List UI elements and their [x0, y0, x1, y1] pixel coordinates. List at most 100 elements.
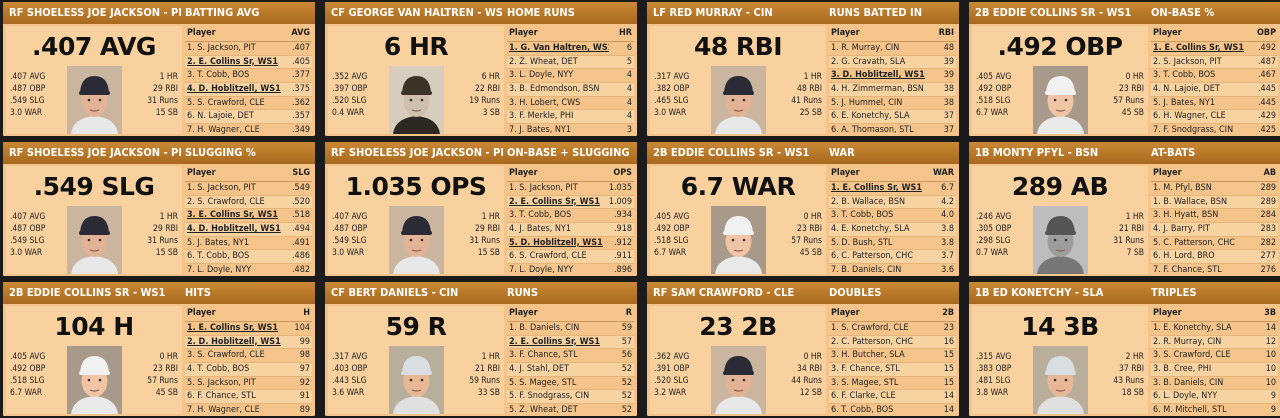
player-label[interactable]: CF BERT DANIELS - CIN	[331, 286, 459, 299]
table-row[interactable]: 6. F. Chance, STL 91	[185, 390, 312, 405]
player-portrait-dark-cap-icon[interactable]	[711, 346, 766, 414]
player-portrait-light-cap-icon[interactable]	[1033, 346, 1088, 414]
table-row[interactable]: 1. E. Konetchy, SLA 14	[1151, 322, 1278, 336]
table-row[interactable]: 3. F. Chance, STL 56	[507, 349, 634, 364]
player-label[interactable]: 1B MONTY PFYL - BSN	[975, 146, 1099, 159]
table-row[interactable]: 4. H. Zimmerman, BSN 38	[829, 83, 956, 97]
player-portrait-sepia-suit-icon[interactable]	[389, 66, 444, 134]
table-row[interactable]: 7. F. Chance, STL 276	[1151, 264, 1278, 276]
table-row[interactable]: 3. S. Magee, STL 15	[829, 377, 956, 391]
table-row[interactable]: 2. R. Murray, CIN 12	[1151, 335, 1278, 350]
table-row[interactable]: 7. H. Wagner, CLE 89	[185, 404, 312, 416]
table-row[interactable]: 1. S. Crawford, CLE 23	[829, 322, 956, 336]
player-portrait-dark-cap-icon[interactable]	[711, 66, 766, 134]
table-row[interactable]: 2. Z. Wheat, DET 5	[507, 55, 634, 70]
table-row[interactable]: 3. S. Crawford, CLE 98	[185, 349, 312, 364]
table-row[interactable]: 3. T. Cobb, BOS 4.0	[829, 209, 956, 224]
player-label[interactable]: RF SHOELESS JOE JACKSON - PIT	[331, 146, 503, 159]
player-portrait-striped-cap-icon[interactable]	[711, 206, 766, 274]
player-label[interactable]: 2B EDDIE COLLINS SR - WS1	[975, 6, 1132, 19]
table-row[interactable]: 6. S. Crawford, CLE .911	[507, 250, 634, 265]
table-row[interactable]: 3. S. Crawford, CLE 10	[1151, 349, 1278, 364]
player-label[interactable]: 2B EDDIE COLLINS SR - WS1	[653, 146, 810, 159]
player-portrait-dark-cap-icon[interactable]	[389, 206, 444, 274]
table-row[interactable]: 1. S. Jackson, PIT .549	[185, 182, 312, 196]
table-row[interactable]: 3. E. Collins Sr, WS1 .518	[185, 209, 312, 224]
table-row[interactable]: 7. F. Snodgrass, CIN .425	[1151, 124, 1278, 136]
table-row[interactable]: 1. S. Jackson, PIT 1.035	[507, 182, 634, 196]
table-row[interactable]: 4. J. Barry, PIT 283	[1151, 223, 1278, 237]
table-row[interactable]: 6. T. Cobb, BOS .486	[185, 250, 312, 265]
table-row[interactable]: 1. E. Collins Sr, WS1 104	[185, 322, 312, 336]
player-label[interactable]: RF SAM CRAWFORD - CLE	[653, 286, 795, 299]
table-row[interactable]: 2. D. Hoblitzell, WS1 99	[185, 335, 312, 350]
table-row[interactable]: 1. S. Jackson, PIT .407	[185, 42, 312, 56]
player-portrait-dark-cap-icon[interactable]	[67, 206, 122, 274]
player-portrait-striped-cap-icon[interactable]	[67, 346, 122, 414]
table-row[interactable]: 3. F. Merkle, PHI 4	[507, 110, 634, 125]
table-row[interactable]: 3. F. Chance, STL 15	[829, 363, 956, 377]
table-row[interactable]: 5. C. Patterson, CHC 282	[1151, 237, 1278, 251]
table-row[interactable]: 4. E. Konetchy, SLA 3.8	[829, 223, 956, 237]
player-label[interactable]: RF SHOELESS JOE JACKSON - PIT	[9, 6, 181, 19]
table-row[interactable]: 2. C. Patterson, CHC 16	[829, 335, 956, 350]
table-row[interactable]: 5. J. Bates, NY1 .445	[1151, 97, 1278, 111]
table-row[interactable]: 3. H. Hyatt, BSN 284	[1151, 209, 1278, 224]
table-row[interactable]: 3. H. Lobert, CWS 4	[507, 97, 634, 111]
table-row[interactable]: 6. M. Mitchell, STL 9	[1151, 404, 1278, 416]
table-row[interactable]: 5. Z. Wheat, DET 52	[507, 404, 634, 416]
table-row[interactable]: 4. D. Hoblitzell, WS1 .375	[185, 83, 312, 97]
table-row[interactable]: 3. B. Daniels, CIN 10	[1151, 377, 1278, 391]
table-row[interactable]: 2. E. Collins Sr, WS1 57	[507, 335, 634, 350]
table-row[interactable]: 3. T. Cobb, BOS .377	[185, 69, 312, 84]
table-row[interactable]: 3. L. Doyle, NYY 4	[507, 69, 634, 84]
table-row[interactable]: 4. J. Stahl, DET 52	[507, 363, 634, 377]
table-row[interactable]: 1. R. Murray, CIN 48	[829, 42, 956, 56]
table-row[interactable]: 5. D. Bush, STL 3.8	[829, 237, 956, 251]
table-row[interactable]: 4. J. Bates, NY1 .918	[507, 223, 634, 237]
table-row[interactable]: 2. E. Collins Sr, WS1 .405	[185, 55, 312, 70]
table-row[interactable]: 3. H. Butcher, SLA 15	[829, 349, 956, 364]
table-row[interactable]: 2. B. Wallace, BSN 4.2	[829, 195, 956, 210]
table-row[interactable]: 7. B. Daniels, CIN 3.6	[829, 264, 956, 276]
player-portrait-grayscale-icon[interactable]	[1033, 206, 1088, 274]
table-row[interactable]: 6. N. Lajoie, DET .357	[185, 110, 312, 125]
player-label[interactable]: CF GEORGE VAN HALTREN - WS1	[331, 6, 503, 19]
table-row[interactable]: 6. L. Doyle, NYY 9	[1151, 390, 1278, 405]
table-row[interactable]: 7. L. Doyle, NYY .896	[507, 264, 634, 276]
table-row[interactable]: 7. J. Bates, NY1 3	[507, 124, 634, 136]
table-row[interactable]: 6. E. Konetchy, SLA 37	[829, 110, 956, 125]
table-row[interactable]: 3. B. Edmondson, BSN 4	[507, 83, 634, 97]
table-row[interactable]: 5. J. Hummel, CIN 38	[829, 97, 956, 111]
table-row[interactable]: 5. S. Magee, STL 52	[507, 377, 634, 391]
table-row[interactable]: 4. D. Hoblitzell, WS1 .494	[185, 223, 312, 237]
player-portrait-dark-cap-icon[interactable]	[67, 66, 122, 134]
table-row[interactable]: 1. E. Collins Sr, WS1 6.7	[829, 182, 956, 196]
table-row[interactable]: 2. E. Collins Sr, WS1 1.009	[507, 195, 634, 210]
table-row[interactable]: 5. J. Bates, NY1 .491	[185, 237, 312, 251]
table-row[interactable]: 4. T. Cobb, BOS 97	[185, 363, 312, 377]
table-row[interactable]: 7. H. Wagner, CLE .349	[185, 124, 312, 136]
table-row[interactable]: 2. S. Crawford, CLE .520	[185, 195, 312, 210]
table-row[interactable]: 1. B. Wallace, BSN 289	[1151, 195, 1278, 210]
player-portrait-light-cap-icon[interactable]	[389, 346, 444, 414]
table-row[interactable]: 5. S. Jackson, PIT 92	[185, 377, 312, 391]
table-row[interactable]: 5. D. Hoblitzell, WS1 .912	[507, 237, 634, 251]
player-label[interactable]: LF RED MURRAY - CIN	[653, 6, 773, 19]
player-label[interactable]: 2B EDDIE COLLINS SR - WS1	[9, 286, 166, 299]
table-row[interactable]: 3. B. Cree, PHI 10	[1151, 363, 1278, 377]
table-row[interactable]: 3. T. Cobb, BOS .467	[1151, 69, 1278, 84]
table-row[interactable]: 5. F. Snodgrass, CIN 52	[507, 390, 634, 405]
table-row[interactable]: 2. S. Jackson, PIT .487	[1151, 55, 1278, 70]
table-row[interactable]: 3. D. Hoblitzell, WS1 39	[829, 69, 956, 84]
table-row[interactable]: 6. C. Patterson, CHC 3.7	[829, 250, 956, 265]
table-row[interactable]: 7. L. Doyle, NYY .482	[185, 264, 312, 276]
table-row[interactable]: 2. G. Cravath, SLA 39	[829, 55, 956, 70]
player-portrait-striped-cap-icon[interactable]	[1033, 66, 1088, 134]
table-row[interactable]: 6. F. Clarke, CLE 14	[829, 390, 956, 405]
table-row[interactable]: 1. M. Pfyl, BSN 289	[1151, 182, 1278, 196]
table-row[interactable]: 3. T. Cobb, BOS .934	[507, 209, 634, 224]
player-label[interactable]: RF SHOELESS JOE JACKSON - PIT	[9, 146, 181, 159]
table-row[interactable]: 6. A. Thomason, STL 37	[829, 124, 956, 136]
table-row[interactable]: 1. B. Daniels, CIN 59	[507, 322, 634, 336]
